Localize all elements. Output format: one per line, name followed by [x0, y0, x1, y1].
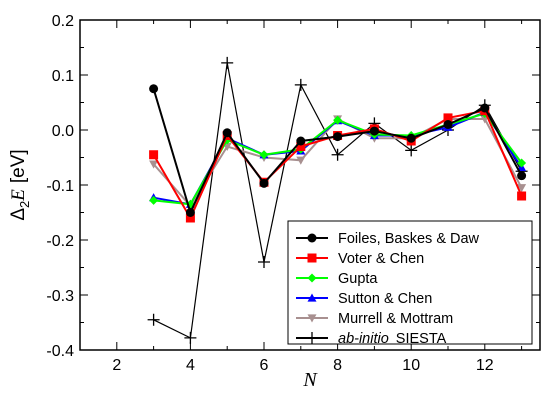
legend-entry: Murrell & Mottram [296, 311, 453, 327]
legend-label: ab-initio SIESTA [338, 331, 447, 347]
data-point [259, 178, 269, 188]
legend-label-rest: SIESTA [396, 331, 447, 347]
x-tick-label: 10 [402, 357, 420, 374]
data-point [149, 195, 159, 205]
x-tick-label: 6 [260, 357, 269, 374]
y-label-delta: Δ [8, 208, 29, 221]
data-point [184, 331, 197, 344]
legend-entry: ab-initio SIESTA [296, 331, 447, 347]
data-point [259, 150, 269, 160]
data-point [517, 191, 527, 201]
legend-marker [307, 273, 317, 283]
data-point [331, 148, 344, 161]
x-axis-label: N [302, 369, 318, 391]
data-point [443, 120, 453, 129]
data-point [185, 213, 195, 223]
data-point [480, 103, 490, 113]
data-point [296, 142, 306, 151]
legend-marker [307, 293, 317, 302]
data-point [258, 256, 270, 268]
legend-marker [306, 332, 318, 344]
legend: Foiles, Baskes & Daw Voter & Chen Gupta Sut… [287, 220, 533, 347]
y-tick-label: -0.4 [46, 343, 74, 360]
data-point [147, 313, 160, 326]
y-tick-label: -0.3 [46, 288, 74, 305]
data-point [294, 78, 307, 91]
data-point [443, 113, 453, 123]
data-point [517, 184, 527, 193]
legend-label: Gupta [338, 271, 378, 287]
y-tick-label: 0.0 [52, 123, 74, 140]
data-point [406, 133, 416, 143]
data-point [517, 171, 527, 181]
legend-label: Foiles, Baskes & Daw [338, 231, 480, 247]
data-point [149, 160, 159, 169]
y-tick-label: 0.1 [52, 68, 74, 85]
data-point [222, 128, 232, 138]
y-tick-label: 0.2 [52, 13, 74, 30]
legend-entry: Gupta [296, 271, 378, 287]
data-point [333, 115, 343, 125]
y-label-subscript: 2 [17, 201, 32, 208]
data-point [149, 150, 159, 160]
legend-label: Sutton & Chen [338, 291, 432, 307]
data-point [405, 144, 418, 157]
legend-marker [307, 314, 317, 323]
y-label-variable: E [8, 189, 29, 202]
legend-entry: Sutton & Chen [296, 291, 432, 307]
x-tick-label: 4 [186, 357, 195, 374]
series-0 [149, 84, 527, 217]
data-point [185, 208, 195, 217]
legend-label-italic: ab-initio [338, 331, 389, 347]
data-point [296, 156, 306, 165]
data-point [369, 126, 379, 136]
data-point [221, 56, 234, 69]
x-tick-label: 12 [476, 357, 494, 374]
legend-marker [307, 233, 317, 243]
legend-label: Murrell & Mottram [338, 311, 453, 327]
data-point [296, 136, 306, 146]
legend-marker [307, 253, 317, 263]
legend-entry: Voter & Chen [296, 251, 424, 267]
data-point [517, 158, 527, 168]
y-label-unit: [eV] [8, 149, 29, 183]
y-axis-label: Δ2E [eV] [8, 149, 32, 220]
ticks-layer: 2 4 6 8 10 12 -0.4 -0.3 -0.2 -0.1 0.0 0.1 0.2 [46, 13, 540, 374]
legend-entry: Foiles, Baskes & Daw [296, 231, 480, 247]
y-tick-label: -0.2 [46, 233, 74, 250]
data-point [149, 84, 159, 94]
data-point [333, 132, 343, 142]
x-tick-label: 8 [333, 357, 342, 374]
y-tick-label: -0.1 [46, 178, 74, 195]
x-tick-label: 2 [112, 357, 121, 374]
legend-box [287, 220, 533, 345]
series-layer [147, 56, 528, 344]
legend-label: Voter & Chen [338, 251, 424, 267]
